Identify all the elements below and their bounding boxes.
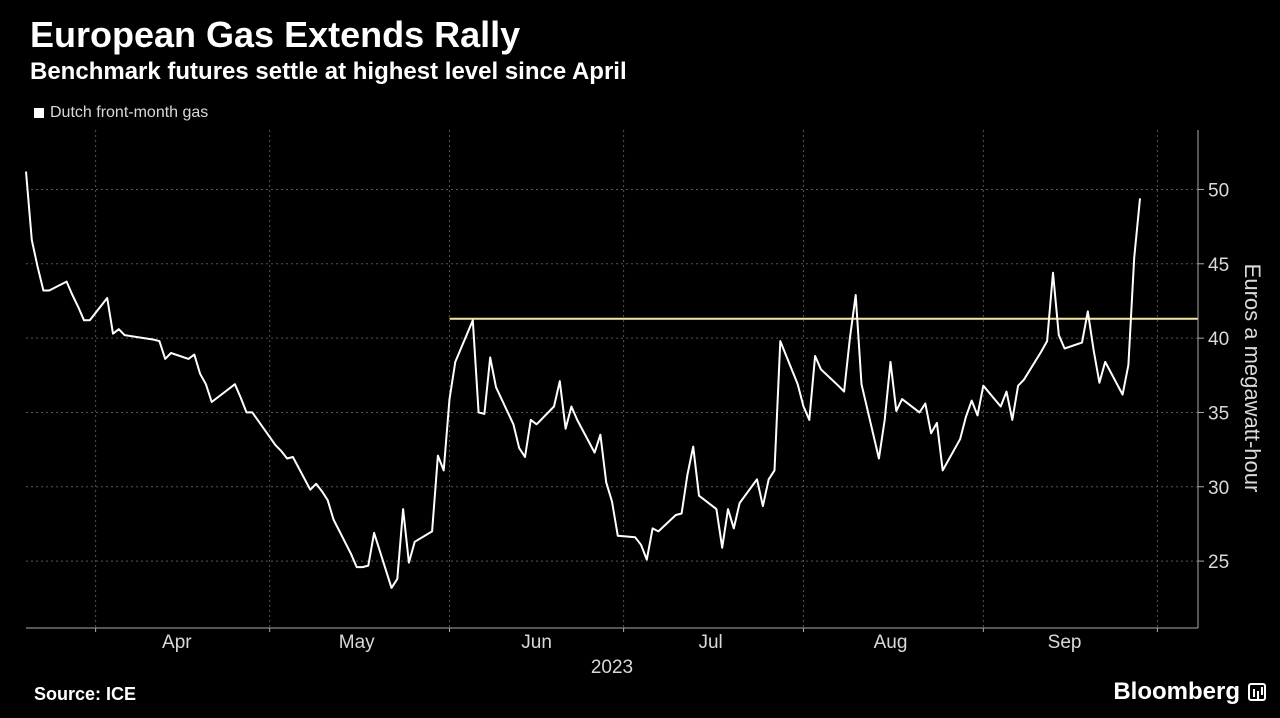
legend-swatch [34,108,44,118]
x-tick-label: Jun [521,632,552,653]
axis-layer: 25 30 35 40 45 50 Apr May Jun Jul Aug Sep [26,130,1229,653]
x-tick-label: Sep [1048,632,1082,653]
y-tick-label: 50 [1208,180,1229,201]
grid-layer [26,130,1198,628]
y-tick-label: 45 [1208,255,1229,276]
x-tick-label: May [339,632,375,653]
logo-text: Bloomberg [1113,678,1240,705]
bar-chart-icon [1248,683,1266,701]
chart-title: European Gas Extends Rally [30,14,521,55]
y-tick-label: 40 [1208,329,1229,350]
source-note: Source: ICE [34,684,137,704]
x-tick-label: Apr [162,632,192,653]
x-axis-year-label: 2023 [591,657,633,678]
chart-subtitle: Benchmark futures settle at highest leve… [30,58,627,85]
series-line-dutch-gas [25,171,1141,589]
bloomberg-logo: Bloomberg [1113,678,1266,706]
y-tick-label: 30 [1208,478,1229,499]
x-tick-label: Jul [698,632,722,653]
legend-label: Dutch front-month gas [50,104,209,121]
y-tick-label: 35 [1208,403,1229,424]
series-layer [25,171,1141,589]
legend: Dutch front-month gas [34,104,208,122]
x-tick-label: Aug [874,632,908,653]
y-tick-label: 25 [1208,552,1229,573]
y-axis-label: Euros a megawatt-hour [1240,264,1265,493]
